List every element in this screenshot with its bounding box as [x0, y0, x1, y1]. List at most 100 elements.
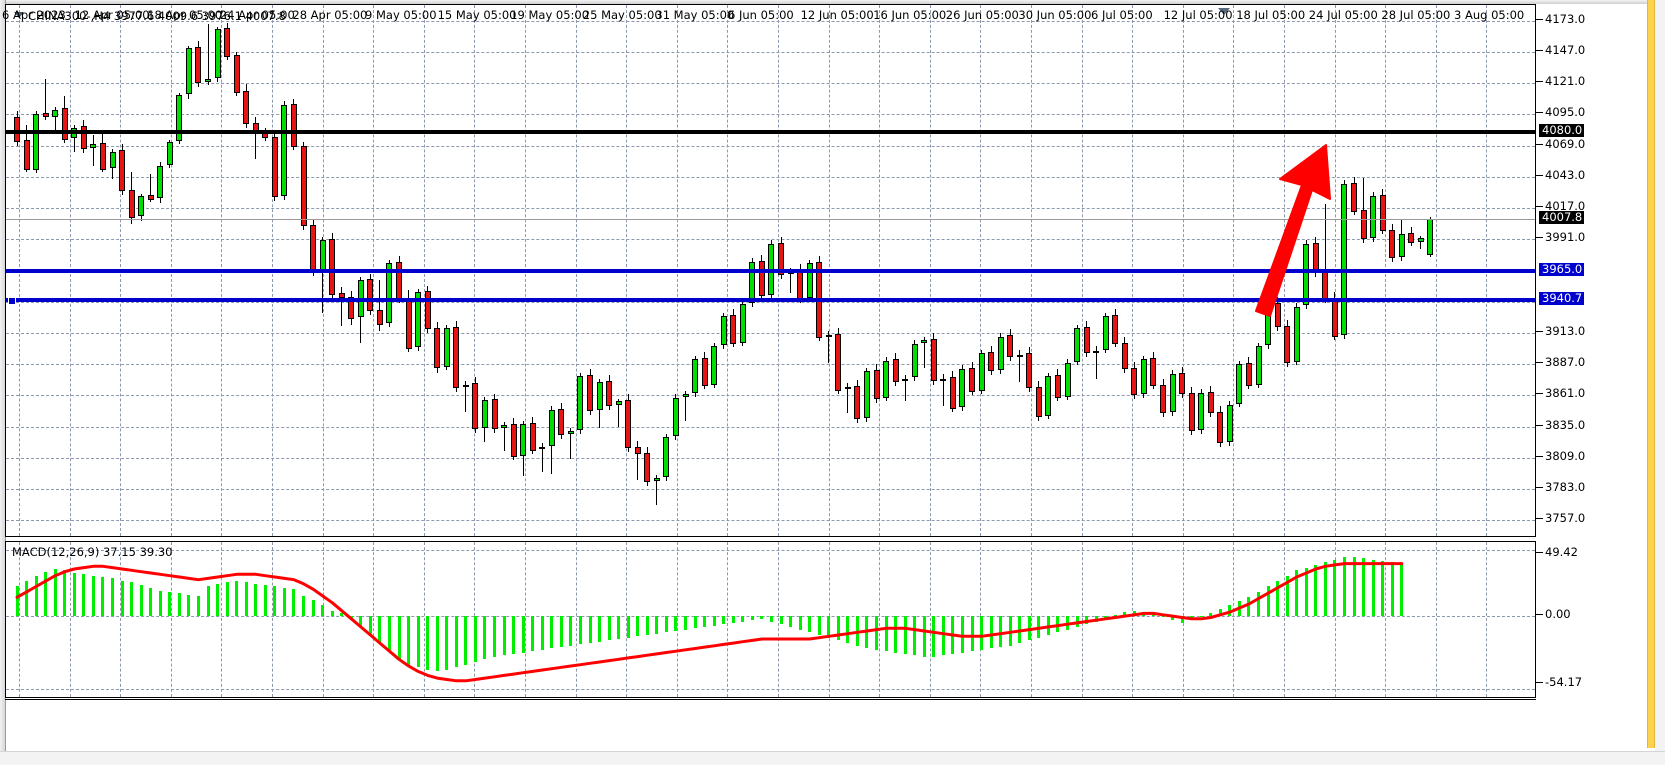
macd-histogram-bar — [158, 590, 162, 617]
candlestick — [1016, 5, 1023, 536]
grid-line-vertical — [929, 542, 931, 697]
macd-histogram-bar — [1304, 567, 1308, 617]
candle-body-bullish — [1074, 328, 1081, 362]
candlestick — [1360, 5, 1367, 536]
hline-drag-handle[interactable] — [8, 296, 16, 305]
macd-histogram-bar — [884, 616, 888, 652]
price-axis-tick: 4147.0 — [1536, 44, 1585, 56]
candle-body-bullish — [33, 114, 40, 170]
price-chart-pane[interactable]: CHINA300-,H4 3977.6 4009.6 3976.1 4007.8 — [5, 4, 1536, 537]
price-axis-tick-label: 3913.0 — [1545, 323, 1586, 338]
candlestick — [615, 5, 622, 536]
candlestick — [166, 5, 173, 536]
candlestick — [1150, 5, 1157, 536]
candlestick — [367, 5, 374, 536]
candlestick — [1236, 5, 1243, 536]
candlestick — [224, 5, 231, 536]
macd-histogram-bar — [1323, 562, 1327, 617]
candlestick — [14, 5, 20, 536]
grid-line-horizontal — [6, 208, 1535, 210]
candle-body-bearish — [606, 381, 613, 407]
candle-body-bullish — [1303, 244, 1310, 306]
grid-line-horizontal — [6, 520, 1535, 522]
candlestick — [863, 5, 870, 536]
support-line-3965[interactable] — [6, 268, 1535, 273]
candle-body-bullish — [749, 262, 756, 303]
macd-histogram-bar — [340, 613, 344, 617]
time-axis-line — [5, 699, 1536, 700]
candlestick — [567, 5, 574, 536]
macd-histogram-bar — [235, 581, 239, 617]
window-right-frame — [1655, 0, 1665, 765]
candle-body-bullish — [1198, 393, 1205, 431]
candlestick — [596, 5, 603, 536]
price-axis-tick-label: 4017.0 — [1545, 199, 1586, 214]
candlestick — [1131, 5, 1138, 536]
price-axis[interactable]: 4173.0 4147.0 4121.0 4095.0 4069.0 4043.0 4017… — [1536, 4, 1655, 537]
candlestick — [1179, 5, 1186, 536]
candlestick — [434, 5, 441, 536]
candle-body-bullish — [548, 409, 555, 446]
time-axis[interactable]: 6 Apr 2023 12 Apr 05:00 18 Apr 05:00 24 Apr… — [0, 0, 1531, 50]
macd-histogram-bar — [1180, 616, 1184, 623]
price-axis-tick: 3757.0 — [1536, 513, 1585, 524]
price-axis-highlight-blue[interactable]: 3965.0 — [1539, 262, 1585, 276]
macd-histogram-bar — [111, 578, 114, 617]
candlestick — [23, 5, 30, 536]
macd-histogram-bar — [741, 616, 745, 622]
candlestick — [501, 5, 508, 536]
macd-histogram-bar — [645, 616, 649, 635]
candlestick — [128, 5, 135, 536]
bullish-trend-arrow[interactable] — [1250, 143, 1340, 318]
time-axis-label: 28 Jul 05:00 — [1381, 8, 1451, 22]
candle-body-bearish — [128, 190, 135, 218]
candlestick — [205, 5, 211, 536]
candle-body-bearish — [195, 47, 202, 84]
candle-body-bullish — [1093, 350, 1100, 353]
candle-body-bearish — [310, 224, 317, 273]
macd-histogram-bar — [273, 586, 277, 617]
grid-line-horizontal — [6, 301, 1535, 303]
macd-histogram-bar — [598, 616, 602, 642]
chevron-down-icon[interactable] — [1218, 8, 1230, 15]
candle-body-bullish — [921, 340, 928, 343]
candlestick — [271, 5, 278, 536]
candle-body-bearish — [510, 424, 517, 457]
candle-body-bullish — [1140, 359, 1147, 395]
candlestick — [778, 5, 784, 536]
macd-histogram-bar — [1390, 562, 1394, 617]
grid-line-vertical — [575, 542, 577, 697]
candlestick — [1417, 5, 1424, 536]
macd-axis[interactable]: 49.42 0.00 -54.17 — [1536, 541, 1655, 698]
candlestick — [1188, 5, 1195, 536]
candle-body-bullish — [596, 382, 603, 410]
candle-body-bearish — [1160, 384, 1166, 414]
price-plot-area[interactable] — [6, 5, 1535, 536]
candlestick — [80, 5, 87, 536]
chart-scroll-accent[interactable] — [1647, 0, 1655, 748]
grid-line-vertical — [1334, 542, 1336, 697]
macd-histogram-bar — [72, 573, 76, 617]
candle-body-bearish — [491, 399, 498, 430]
macd-histogram-bar — [263, 585, 267, 617]
macd-histogram-bar — [1113, 614, 1117, 617]
macd-histogram-bar — [674, 616, 678, 631]
macd-histogram-bar — [664, 616, 668, 633]
price-axis-highlight-blue[interactable]: 3940.7 — [1539, 291, 1585, 305]
support-line-3940[interactable] — [6, 297, 1535, 302]
candle-body-bullish — [1255, 346, 1262, 385]
candle-body-bearish — [1188, 393, 1195, 432]
macd-indicator-pane[interactable]: MACD(12,26,9) 37.15 39.30 — [5, 541, 1536, 698]
resistance-line-4080[interactable] — [6, 130, 1535, 135]
price-axis-highlight-black[interactable]: 4080.0 — [1539, 124, 1585, 138]
macd-plot-area[interactable] — [6, 542, 1535, 697]
candlestick — [663, 5, 670, 536]
triangle-down-icon[interactable] — [14, 12, 24, 18]
macd-histogram-bar — [1352, 556, 1356, 617]
macd-histogram-bar — [941, 616, 945, 656]
price-axis-highlight-black[interactable]: 4007.8 — [1539, 211, 1585, 225]
candle-body-bearish — [243, 91, 250, 124]
candle-body-bullish — [844, 387, 851, 390]
grid-line-horizontal — [6, 332, 1535, 334]
